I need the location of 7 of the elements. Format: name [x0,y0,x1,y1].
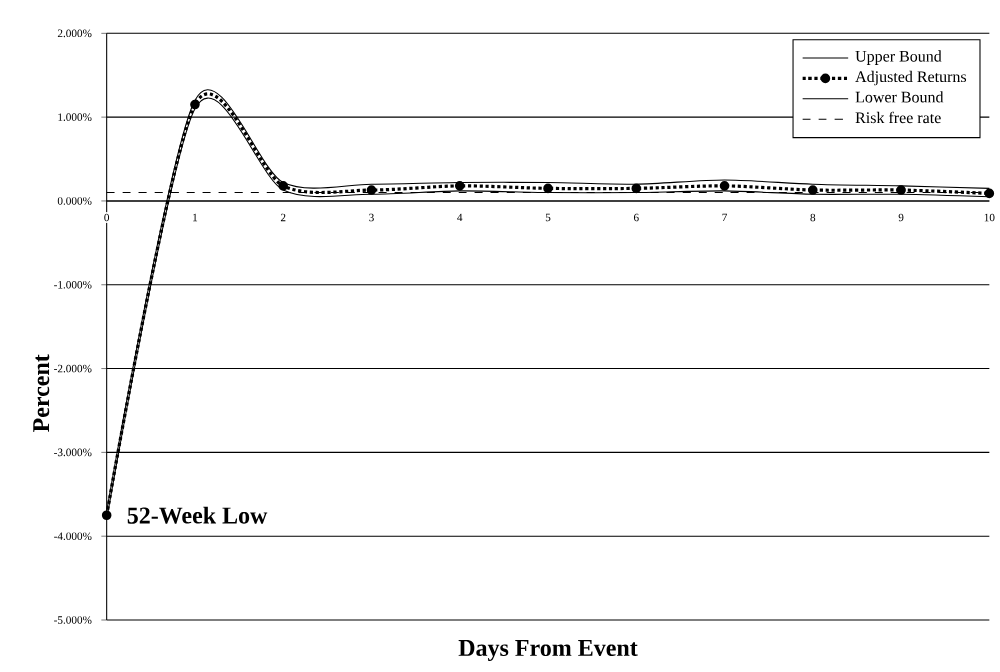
y-axis-title: Percent [33,354,50,432]
x-axis-title: Days From Event [458,640,638,661]
legend-label: Adjusted Returns [855,70,967,86]
legend-label: Risk free rate [855,111,941,124]
annotation: 52-Week Low [127,506,268,524]
legend-label: Lower Bound [855,91,944,103]
legend-label: Upper Bound [855,50,942,65]
